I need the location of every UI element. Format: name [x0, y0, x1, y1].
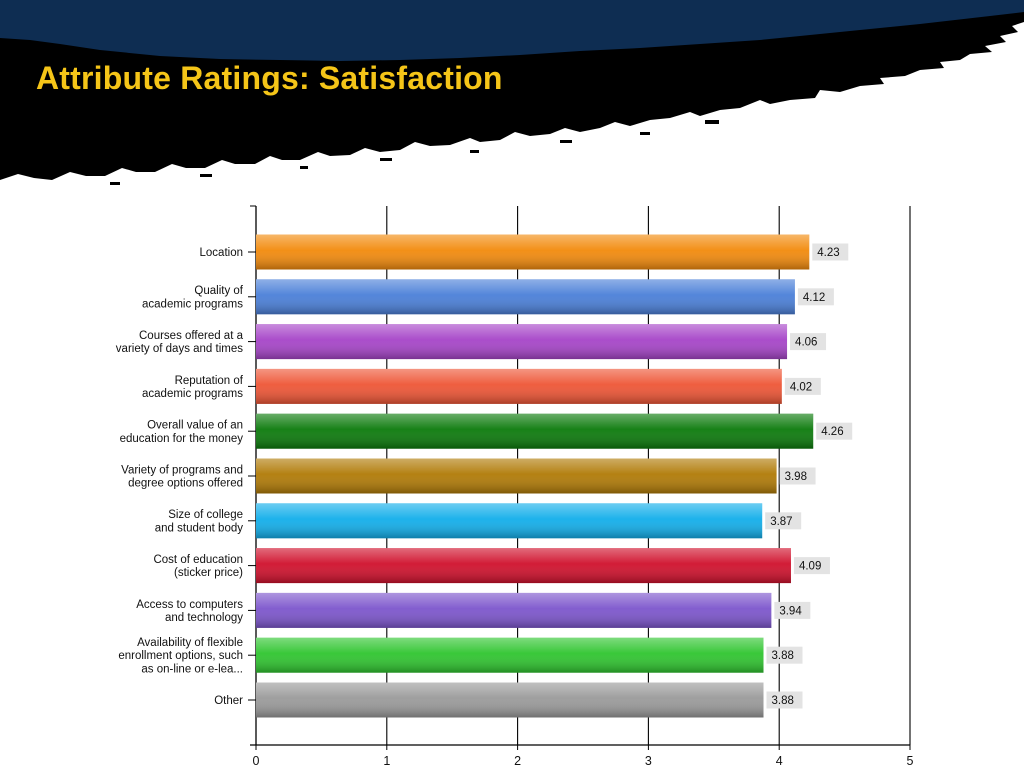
category-label: Reputation of academic programs: [142, 375, 244, 400]
header-brush-flecks: [110, 120, 719, 185]
value-label-box: [816, 422, 853, 440]
category-label: Access to computers and technology: [136, 599, 243, 624]
value-label-box: [784, 377, 821, 395]
slide-title: Attribute Ratings: Satisfaction: [36, 60, 503, 96]
header-brush-stroke: [0, 12, 1024, 180]
bar-shade: [256, 324, 788, 360]
bar-shade: [256, 637, 764, 673]
category-label: Cost of education (sticker price): [153, 554, 243, 579]
bar-shade: [256, 413, 814, 449]
value-label: 4.06: [795, 337, 817, 349]
value-label: 3.94: [779, 605, 802, 617]
bar-shade: [256, 368, 782, 404]
chart-bars: 4.23 4.12 4.06 4.02 4.26 3.98 3.87 4.09 3.94 3.88…: [256, 234, 853, 718]
header-brush-art: [0, 0, 1024, 185]
chart-category-labels: Location Quality of academic programs Cours…: [116, 247, 256, 707]
bar-shade: [256, 682, 764, 718]
x-tick-label: 5: [907, 754, 914, 768]
category-label: Size of college and student body: [155, 509, 243, 534]
value-label-box: [766, 646, 803, 664]
value-label-box: [793, 557, 830, 575]
bar-shade: [256, 279, 795, 315]
category-label: Availability of flexible enrollment optio…: [118, 637, 243, 675]
header-band: [0, 0, 1024, 63]
category-label: Variety of programs and degree options of…: [121, 464, 243, 489]
bar-shade: [256, 592, 772, 628]
bar-shade: [256, 548, 791, 584]
value-label: 4.26: [821, 426, 843, 438]
value-label-box: [765, 512, 802, 530]
category-label: Overall value of an education for the mon…: [120, 420, 244, 445]
bar-shade: [256, 503, 763, 539]
bar-shade: [256, 234, 810, 270]
x-tick-label: 4: [776, 754, 783, 768]
x-tick-label: 3: [645, 754, 652, 768]
x-tick-label: 1: [383, 754, 390, 768]
value-label: 3.98: [785, 471, 807, 483]
value-label: 4.09: [799, 561, 821, 573]
value-label-box: [779, 467, 816, 485]
value-label: 3.87: [770, 516, 792, 528]
x-tick-label: 2: [514, 754, 521, 768]
value-label: 4.23: [817, 247, 839, 259]
value-label: 3.88: [772, 695, 794, 707]
value-label-box: [797, 288, 834, 306]
category-label: Courses offered at a variety of days and …: [116, 330, 244, 355]
value-label: 4.12: [803, 292, 825, 304]
value-label: 4.02: [790, 381, 812, 393]
bar-shade: [256, 458, 777, 494]
value-label-box: [812, 243, 849, 261]
category-label: Location: [200, 247, 243, 259]
x-tick-label: 0: [253, 754, 260, 768]
chart-x-axis-ticks: 0 1 2 3 4 5: [253, 745, 914, 768]
value-label-box: [774, 601, 811, 619]
value-label-box: [790, 333, 827, 351]
value-label-box: [766, 691, 803, 709]
category-label: Quality of academic programs: [142, 285, 244, 310]
category-label: Other: [214, 695, 243, 707]
value-label: 3.88: [772, 650, 794, 662]
